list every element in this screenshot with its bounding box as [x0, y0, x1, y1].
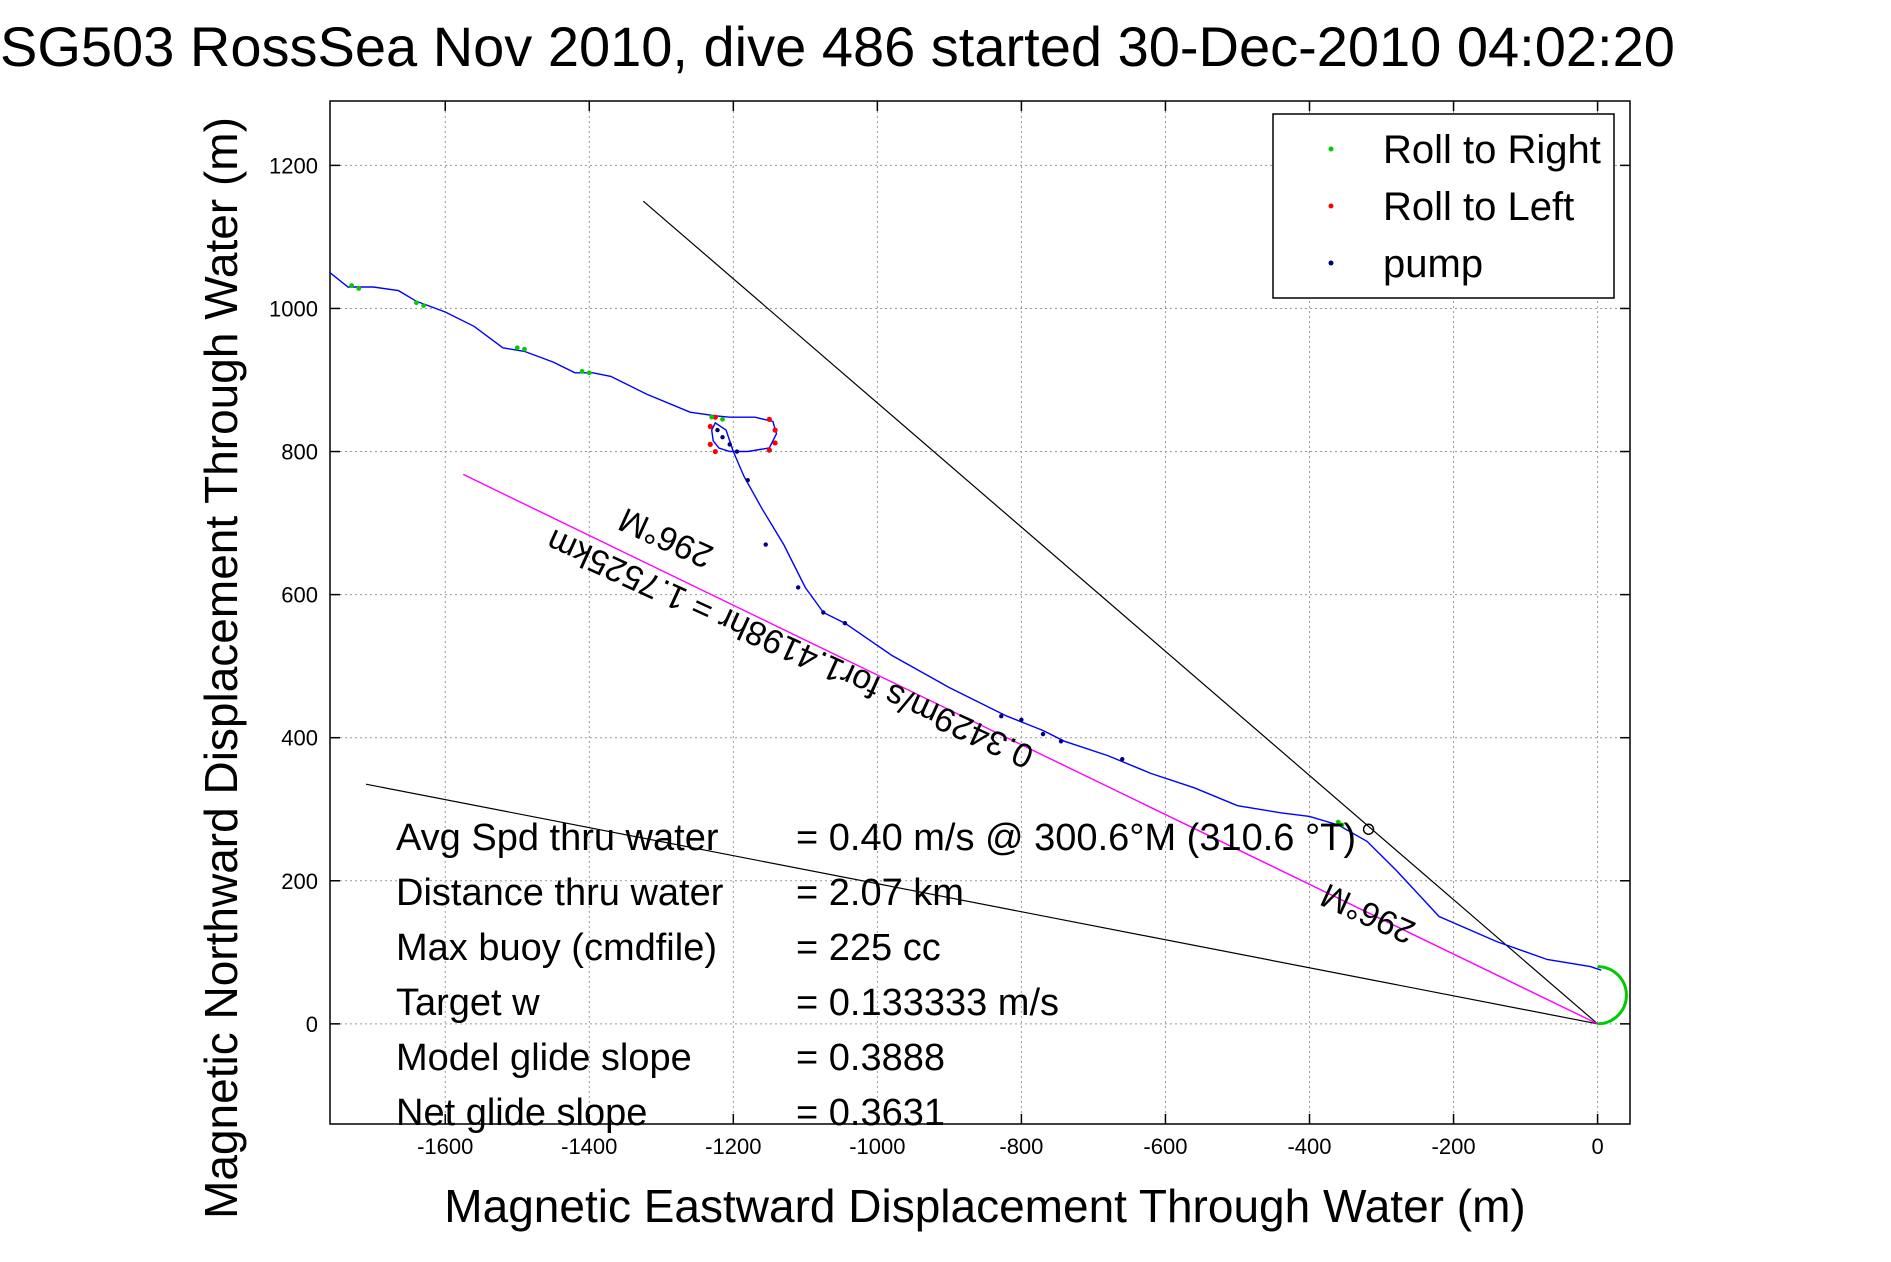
stat-label: Target w	[396, 982, 540, 1024]
stat-label: Distance thru water	[396, 872, 724, 914]
x-axis-ticks: -1600 -1400 -1200 -1000 -800 -600 -400 -200 0	[417, 101, 1604, 1159]
y-tick-label: 1000	[269, 296, 318, 321]
roll-right-point	[414, 300, 419, 306]
roll-right-point	[1339, 822, 1345, 828]
x-tick-label: -1400	[561, 1134, 617, 1159]
x-tick-label: -1000	[849, 1134, 905, 1159]
legend-label: pump	[1383, 242, 1483, 286]
roll-right-arc	[1597, 965, 1628, 1026]
glider-track	[329, 272, 1602, 971]
x-tick-label: -1200	[705, 1134, 761, 1159]
roll-right-point	[586, 370, 592, 376]
current-line	[365, 783, 1598, 1025]
legend-marker	[1328, 146, 1334, 152]
heading-line	[642, 200, 1598, 1025]
roll-right-point	[522, 346, 527, 352]
legend-marker	[1328, 203, 1334, 209]
y-axis-label: Magnetic Northward Displacement Through …	[195, 117, 247, 1219]
roll-left-point	[712, 448, 718, 455]
pump-point	[745, 477, 750, 483]
x-axis-label: Magnetic Eastward Displacement Through W…	[444, 1180, 1525, 1232]
reference-lines	[365, 200, 1598, 1025]
chart-title: SG503 RossSea Nov 2010, dive 486 started…	[0, 15, 1675, 78]
pump-point	[842, 621, 848, 626]
stat-label: Max buoy (cmdfile)	[396, 927, 717, 969]
track-layer	[329, 272, 1628, 1026]
x-tick-label: 0	[1591, 1134, 1603, 1159]
pump-point	[999, 714, 1004, 719]
legend-label: Roll to Right	[1383, 128, 1601, 172]
stat-label: Avg Spd thru water	[396, 817, 719, 859]
pump-point	[720, 435, 725, 440]
stats-block: Avg Spd thru water = 0.40 m/s @ 300.6°M (…	[396, 817, 1356, 1134]
pump-point	[795, 585, 801, 590]
roll-right-point	[709, 414, 715, 420]
pump-point	[1120, 756, 1125, 762]
legend-marker	[1328, 260, 1334, 266]
stat-value: = 0.133333 m/s	[796, 982, 1059, 1024]
roll-right-point	[356, 286, 362, 291]
pump-point	[821, 610, 826, 615]
y-tick-label: 800	[281, 440, 318, 465]
markers-layer	[349, 283, 1375, 835]
roll-left-point	[766, 416, 772, 422]
roll-left-point	[707, 423, 713, 430]
stat-value: = 0.3631	[796, 1092, 945, 1134]
stat-value: = 2.07 km	[796, 872, 964, 914]
roll-right-point	[421, 303, 427, 308]
stat-value: = 0.3888	[796, 1037, 945, 1079]
x-tick-label: -800	[999, 1134, 1043, 1159]
stat-value: = 225 cc	[796, 927, 941, 969]
roll-left-point	[766, 447, 772, 453]
roll-left-point	[772, 427, 778, 433]
x-tick-label: -400	[1287, 1134, 1331, 1159]
stat-label: Model glide slope	[396, 1037, 692, 1079]
roll-right-point	[1335, 819, 1341, 825]
pump-point	[763, 542, 768, 547]
roll-left-point	[707, 441, 713, 447]
pump-point	[1019, 717, 1024, 723]
annotation-label: 296°M	[1315, 876, 1421, 951]
x-tick-label: -1600	[417, 1134, 473, 1159]
dac-line	[462, 473, 1598, 1025]
legend: Roll to Right Roll to Left pump	[1272, 113, 1615, 299]
y-tick-label: 400	[281, 726, 318, 751]
y-axis-ticks: 0 200 400 600 800 1000 1200	[269, 153, 1630, 1037]
y-tick-label: 0	[306, 1012, 318, 1037]
pump-point	[727, 442, 732, 447]
x-tick-label: -600	[1143, 1134, 1187, 1159]
pump-point	[1040, 731, 1046, 737]
pump-point	[1058, 739, 1064, 744]
roll-left-point	[772, 440, 778, 446]
roll-right-point	[514, 345, 520, 351]
y-tick-label: 200	[281, 869, 318, 894]
waypoint-marker	[1362, 823, 1375, 835]
y-tick-label: 600	[281, 583, 318, 608]
y-tick-label: 1200	[269, 153, 318, 178]
roll-right-point	[720, 416, 725, 422]
x-tick-label: -200	[1432, 1134, 1476, 1159]
pump-point	[734, 449, 740, 454]
stat-value: = 0.40 m/s @ 300.6°M (310.6 °T)	[796, 817, 1356, 859]
roll-right-point	[579, 369, 585, 374]
roll-right-point	[349, 283, 355, 288]
roll-left-point	[712, 414, 718, 420]
stat-label: Net glide slope	[396, 1092, 647, 1134]
legend-label: Roll to Left	[1383, 185, 1574, 229]
pump-point	[715, 427, 720, 433]
plot-frame	[329, 100, 1631, 1125]
